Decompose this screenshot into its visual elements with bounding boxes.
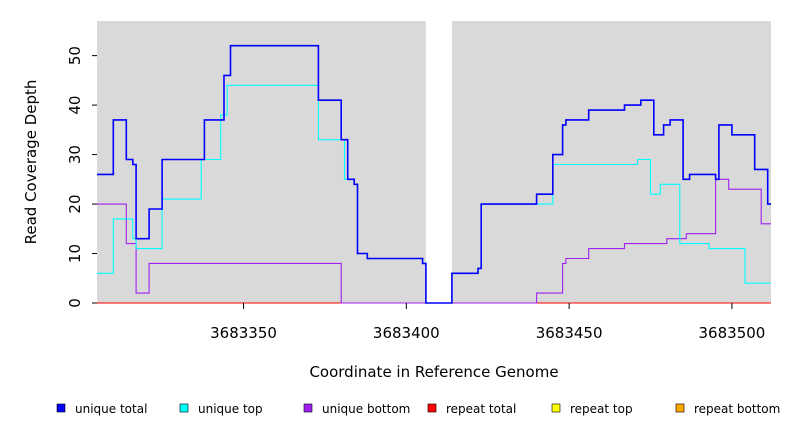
- axes: 0 10 20 30 40 50 3683350 3683400 3683450 3683500: [66, 46, 765, 342]
- plot-area: [97, 21, 771, 304]
- y-tick-label: 0: [66, 298, 84, 308]
- legend-label: unique top: [198, 402, 263, 416]
- legend-item-repeat-top: repeat top: [551, 402, 633, 416]
- y-tick-label: 40: [66, 96, 84, 115]
- legend-item-unique-total: unique total: [56, 402, 147, 416]
- legend-swatch: [427, 403, 437, 413]
- x-tick-label: 3683400: [373, 324, 440, 342]
- y-tick-label: 30: [66, 145, 84, 164]
- legend-item-repeat-bottom: repeat bottom: [675, 402, 780, 416]
- y-tick-label: 20: [66, 195, 84, 214]
- legend-item-repeat-total: repeat total: [427, 402, 516, 416]
- legend-label: repeat top: [570, 402, 633, 416]
- y-tick-label: 50: [66, 46, 84, 65]
- legend-swatch: [179, 403, 189, 413]
- series-line-unique-total: [97, 44, 771, 304]
- legend-swatch: [56, 403, 66, 413]
- legend-item-unique-bottom: unique bottom: [303, 402, 410, 416]
- legend-label: unique total: [75, 402, 147, 416]
- x-tick-label: 3683500: [699, 324, 766, 342]
- x-axis-title: Coordinate in Reference Genome: [309, 363, 558, 381]
- x-tick-label: 3683450: [536, 324, 603, 342]
- legend: unique total unique top unique bottom repea…: [56, 402, 780, 416]
- legend-swatch: [303, 403, 313, 413]
- gap-region: [425, 21, 452, 303]
- legend-swatch: [551, 403, 561, 413]
- y-tick-label: 10: [66, 244, 84, 263]
- legend-label: repeat bottom: [694, 402, 780, 416]
- legend-label: unique bottom: [322, 402, 410, 416]
- x-tick-label: 3683350: [210, 324, 277, 342]
- legend-swatch: [675, 403, 685, 413]
- legend-item-unique-top: unique top: [179, 402, 263, 416]
- y-axis-title: Read Coverage Depth: [22, 80, 40, 245]
- legend-label: repeat total: [446, 402, 516, 416]
